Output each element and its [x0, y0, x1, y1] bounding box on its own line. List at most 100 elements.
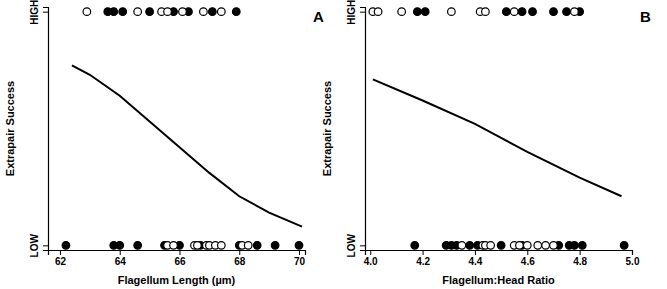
panel: 6264666870LOWHIGHFlagellum Length (µm)Ex… [4, 0, 324, 286]
x-tick: 5.0 [626, 250, 640, 267]
open-point [200, 8, 208, 16]
filled-point [497, 242, 505, 250]
open-point [510, 8, 518, 16]
y-tick-label: LOW [346, 234, 357, 258]
x-axis: 62 64 66 68 70 [49, 250, 306, 267]
open-point [83, 8, 91, 16]
x-tick-mark [423, 250, 424, 255]
x-tick-mark [580, 250, 581, 255]
open-point [516, 242, 524, 250]
y-tick-label: LOW [29, 234, 40, 258]
x-axis-title: Flagellum:Head Ratio [442, 274, 555, 286]
open-point [244, 242, 252, 250]
y-tick: HIGH [346, 0, 365, 25]
y-axis-title: Extrapair Success [321, 81, 333, 176]
filled-point [295, 242, 303, 250]
point-group [411, 8, 628, 249]
point-group [83, 8, 252, 249]
y-axis: LOW HIGH [346, 0, 366, 257]
x-tick-label: 64 [115, 256, 127, 267]
x-tick-mark [299, 250, 300, 255]
open-point [523, 242, 531, 250]
fit-curve [72, 65, 302, 226]
y-axis: LOW HIGH [29, 0, 49, 257]
y-tick: LOW [346, 234, 365, 258]
y-tick-mark [360, 245, 365, 246]
filled-point [271, 242, 279, 250]
y-tick-mark [360, 12, 365, 13]
filled-point [119, 8, 127, 16]
x-tick: 66 [174, 250, 186, 267]
x-tick-mark [527, 250, 528, 255]
x-tick-mark [370, 250, 371, 255]
x-tick-label: 62 [55, 256, 67, 267]
x-tick: 4.6 [521, 250, 535, 267]
open-point [487, 242, 495, 250]
open-point [542, 242, 550, 250]
filled-point [518, 8, 526, 16]
figure: 62 64 66 68 70 LOW HIGH Flagellum Length (µm) Ex… [0, 0, 667, 289]
filled-point [578, 242, 586, 250]
open-point [170, 242, 178, 250]
x-tick-mark [239, 250, 240, 255]
open-point [218, 242, 226, 250]
filled-point [563, 8, 571, 16]
open-point [550, 242, 558, 250]
filled-point [411, 242, 419, 250]
point-group [369, 8, 578, 249]
open-point [534, 242, 542, 250]
filled-point [110, 8, 118, 16]
panel-title: B [640, 8, 651, 25]
filled-point [253, 242, 261, 250]
filled-point [232, 8, 240, 16]
filled-point [209, 8, 217, 16]
x-tick-label: 4.2 [416, 256, 430, 267]
filled-point [571, 242, 579, 250]
x-tick: 4.4 [468, 250, 482, 267]
y-tick-label: HIGH [29, 0, 40, 25]
open-point [448, 8, 456, 16]
x-tick-label: 66 [174, 256, 186, 267]
x-tick-label: 4.4 [468, 256, 482, 267]
x-tick-mark [632, 250, 633, 255]
open-point [134, 8, 142, 16]
filled-point [134, 242, 142, 250]
y-tick: HIGH [29, 0, 48, 25]
x-tick: 4.8 [573, 250, 587, 267]
y-tick-mark [43, 245, 48, 246]
filled-point [503, 8, 511, 16]
x-tick: 68 [234, 250, 246, 267]
plot-area [62, 8, 303, 249]
x-axis: 4.0 4.2 4.4 4.6 4.8 5.0 [364, 250, 640, 267]
filled-point [620, 242, 628, 250]
x-tick-mark [179, 250, 180, 255]
filled-point [529, 8, 537, 16]
x-tick: 4.2 [416, 250, 430, 267]
y-tick-mark [43, 12, 48, 13]
panel-title: A [313, 8, 324, 25]
open-point [179, 8, 187, 16]
open-point [571, 8, 579, 16]
x-tick-mark [60, 250, 61, 255]
filled-point [116, 242, 124, 250]
open-point [458, 242, 466, 250]
open-point [218, 8, 226, 16]
x-tick-mark [120, 250, 121, 255]
y-tick: LOW [29, 234, 48, 258]
x-tick-label: 4.8 [573, 256, 587, 267]
filled-point [466, 242, 474, 250]
x-tick-label: 70 [294, 256, 306, 267]
x-tick-label: 5.0 [626, 256, 640, 267]
fit-curve [373, 79, 622, 196]
y-axis-line [360, 8, 366, 251]
x-tick: 70 [294, 250, 306, 267]
x-tick-label: 4.6 [521, 256, 535, 267]
filled-point [62, 242, 70, 250]
x-tick: 4.0 [364, 250, 378, 267]
y-tick-label: HIGH [346, 0, 357, 25]
x-tick-mark [475, 250, 476, 255]
x-axis-title: Flagellum Length (µm) [118, 274, 236, 286]
x-tick: 62 [55, 250, 67, 267]
point-group [62, 8, 303, 249]
x-tick-label: 4.0 [364, 256, 378, 267]
